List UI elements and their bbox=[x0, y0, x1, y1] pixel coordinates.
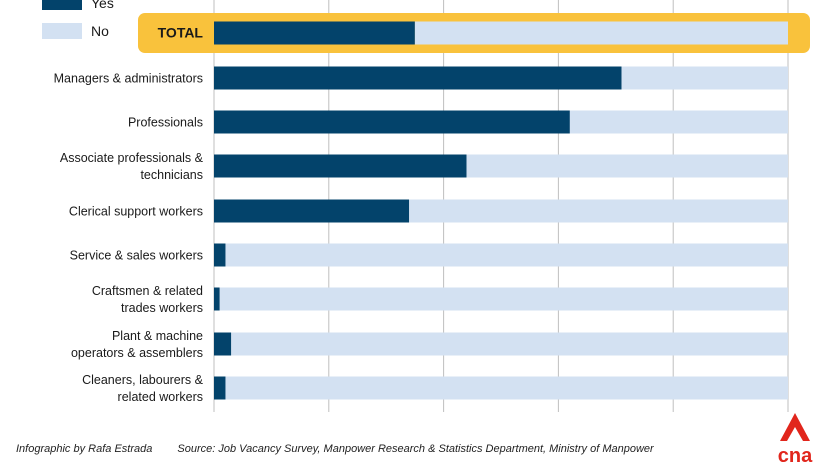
category-label: Cleaners, labourers & related workers bbox=[82, 373, 204, 404]
legend-label-yes: Yes bbox=[91, 0, 114, 11]
bar-yes bbox=[214, 154, 467, 178]
bar-no bbox=[414, 21, 788, 45]
category-label: Associate professionals & technicians bbox=[60, 151, 204, 182]
category-label: Managers & administrators bbox=[54, 72, 203, 86]
footer: Infographic by Rafa Estrada Source: Job … bbox=[16, 443, 654, 455]
bar-yes bbox=[214, 243, 226, 267]
legend-label-no: No bbox=[91, 23, 109, 39]
bar-no bbox=[219, 287, 789, 311]
stacked-bar-chart: TOTAL Managers & administrators Profession… bbox=[42, 0, 810, 412]
category-label: Plant & machine operators & assemblers bbox=[71, 329, 203, 360]
category-label: Clerical support workers bbox=[69, 205, 203, 219]
bar-yes bbox=[214, 110, 570, 134]
category-label-total: TOTAL bbox=[158, 25, 204, 41]
legend-swatch-yes bbox=[42, 0, 82, 10]
cna-logo: cna bbox=[778, 413, 813, 465]
bar-yes bbox=[214, 199, 410, 223]
bar-no bbox=[621, 66, 788, 90]
logo-text: cna bbox=[778, 445, 813, 465]
bar-no bbox=[569, 110, 788, 134]
source-note: Source: Job Vacancy Survey, Manpower Res… bbox=[177, 443, 654, 455]
logo-mark-icon bbox=[780, 413, 810, 441]
bar-yes bbox=[214, 21, 415, 45]
bar-yes bbox=[214, 332, 232, 356]
bar-yes bbox=[214, 376, 226, 400]
bar-no bbox=[231, 332, 789, 356]
bar-no bbox=[225, 243, 789, 267]
category-label: Service & sales workers bbox=[70, 249, 203, 263]
bar-yes bbox=[214, 66, 622, 90]
legend: Yes No bbox=[42, 0, 114, 39]
category-labels: TOTAL Managers & administrators Profession… bbox=[54, 25, 204, 405]
bar-yes bbox=[214, 287, 220, 311]
bar-group bbox=[214, 21, 789, 400]
bar-no bbox=[225, 376, 789, 400]
category-label: Professionals bbox=[128, 116, 203, 130]
category-label: Craftsmen & related trades workers bbox=[92, 284, 203, 315]
bar-no bbox=[466, 154, 788, 178]
bar-no bbox=[409, 199, 788, 223]
legend-swatch-no bbox=[42, 23, 82, 39]
infographic-credit: Infographic by Rafa Estrada bbox=[16, 443, 153, 455]
